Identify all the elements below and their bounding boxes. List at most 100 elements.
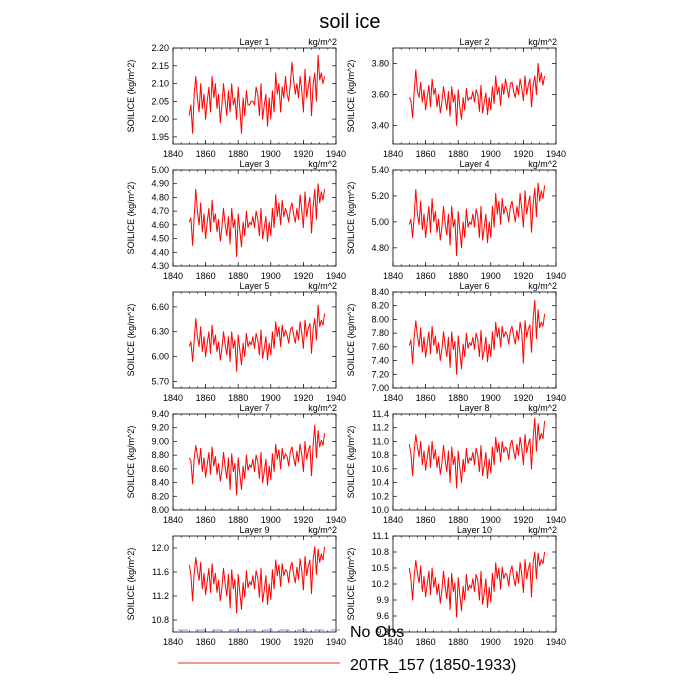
y-tick-label: 10.8 xyxy=(371,450,389,460)
x-tick-label: 1880 xyxy=(228,149,248,159)
panel-layer-3: Layer 3 kg/m^2 SOILICE (kg/m^2) 1840 1860 188… xyxy=(126,159,346,281)
y-tick-label: 6.00 xyxy=(151,352,169,362)
panel-units: kg/m^2 xyxy=(528,403,557,413)
panel-layer-2: Layer 2 kg/m^2 SOILICE (kg/m^2) 1840 1860 188… xyxy=(346,37,566,159)
series-line xyxy=(408,299,546,375)
y-tick-label: 10.8 xyxy=(371,547,389,557)
y-tick-label: 2.15 xyxy=(151,61,169,71)
y-tick-label: 4.30 xyxy=(151,261,169,271)
x-tick-label: 1860 xyxy=(196,149,216,159)
x-tick-label: 1900 xyxy=(481,393,501,403)
y-tick-label: 11.6 xyxy=(152,567,169,577)
x-tick-label: 1900 xyxy=(261,637,281,647)
plot-frame xyxy=(392,413,557,511)
series-line xyxy=(188,54,326,134)
y-tick-label: 7.60 xyxy=(371,342,389,352)
x-tick-label: 1920 xyxy=(293,149,313,159)
panel-units: kg/m^2 xyxy=(528,159,557,169)
panel-title: Layer 10 xyxy=(457,525,492,535)
panel-title: Layer 5 xyxy=(239,281,269,291)
y-axis-label: SOILICE (kg/m^2) xyxy=(346,304,356,377)
series-line xyxy=(408,417,546,489)
x-tick-label: 1840 xyxy=(383,149,403,159)
x-tick-label: 1920 xyxy=(513,515,533,525)
y-axis-label: SOILICE (kg/m^2) xyxy=(126,60,136,133)
plot-frame xyxy=(392,535,557,633)
series-line xyxy=(408,63,546,126)
y-tick-label: 2.00 xyxy=(151,114,169,124)
panel-units: kg/m^2 xyxy=(308,37,337,47)
x-tick-label: 1840 xyxy=(163,637,183,647)
series-line xyxy=(188,546,326,614)
x-tick-label: 1860 xyxy=(416,515,436,525)
panel-title: Layer 9 xyxy=(239,525,269,535)
y-tick-label: 4.70 xyxy=(151,206,169,216)
y-tick-label: 6.60 xyxy=(151,302,169,312)
y-tick-label: 9.6 xyxy=(376,611,389,621)
y-tick-label: 10.2 xyxy=(371,579,389,589)
legend-no-obs-label: No Obs xyxy=(350,624,404,641)
series-line xyxy=(188,424,326,496)
y-tick-label: 7.00 xyxy=(371,383,389,393)
plot-frame xyxy=(172,535,337,633)
y-tick-label: 11.0 xyxy=(372,436,389,446)
x-tick-label: 1860 xyxy=(416,393,436,403)
y-axis-label: SOILICE (kg/m^2) xyxy=(126,182,136,255)
y-tick-label: 9.9 xyxy=(376,595,389,605)
x-tick-label: 1940 xyxy=(546,393,566,403)
y-tick-label: 2.10 xyxy=(151,79,169,89)
y-tick-label: 7.20 xyxy=(371,369,389,379)
y-tick-label: 11.4 xyxy=(372,409,389,419)
plot-frame xyxy=(172,169,337,267)
panel-units: kg/m^2 xyxy=(308,281,337,291)
x-tick-label: 1840 xyxy=(163,271,183,281)
x-tick-label: 1900 xyxy=(261,149,281,159)
x-tick-label: 1860 xyxy=(196,515,216,525)
x-tick-label: 1900 xyxy=(481,637,501,647)
panel-title: Layer 3 xyxy=(239,159,269,169)
x-tick-label: 1900 xyxy=(261,515,281,525)
y-tick-label: 10.4 xyxy=(371,478,389,488)
plot-frame xyxy=(172,413,337,511)
panel-units: kg/m^2 xyxy=(528,525,557,535)
y-tick-label: 7.40 xyxy=(371,356,389,366)
y-axis-label: SOILICE (kg/m^2) xyxy=(346,60,356,133)
legend-series-label: 20TR_157 (1850-1933) xyxy=(350,657,516,674)
y-tick-label: 3.60 xyxy=(371,89,389,99)
x-tick-label: 1880 xyxy=(228,271,248,281)
y-axis-label: SOILICE (kg/m^2) xyxy=(346,548,356,621)
y-tick-label: 12.0 xyxy=(151,543,169,553)
x-tick-label: 1940 xyxy=(326,393,346,403)
y-tick-label: 3.80 xyxy=(371,58,389,68)
panel-layer-1: Layer 1 kg/m^2 SOILICE (kg/m^2) 1840 1860 188… xyxy=(126,37,346,159)
x-tick-label: 1900 xyxy=(481,149,501,159)
plot-frame xyxy=(392,169,557,267)
series-line xyxy=(408,551,546,618)
panel-title: Layer 4 xyxy=(459,159,489,169)
y-tick-label: 9.3 xyxy=(376,627,389,637)
y-tick-label: 10.8 xyxy=(151,615,169,625)
x-tick-label: 1880 xyxy=(448,271,468,281)
panel-units: kg/m^2 xyxy=(308,403,337,413)
x-tick-label: 1940 xyxy=(546,149,566,159)
panel-layer-6: Layer 6 kg/m^2 SOILICE (kg/m^2) 1840 1860 188… xyxy=(346,281,566,403)
y-tick-label: 1.95 xyxy=(151,132,169,142)
x-tick-label: 1840 xyxy=(383,515,403,525)
plot-frame xyxy=(172,47,337,145)
x-tick-label: 1840 xyxy=(163,149,183,159)
x-tick-label: 1860 xyxy=(196,637,216,647)
x-tick-label: 1880 xyxy=(228,515,248,525)
x-tick-label: 1880 xyxy=(228,393,248,403)
x-tick-label: 1920 xyxy=(513,393,533,403)
y-axis-label: SOILICE (kg/m^2) xyxy=(346,426,356,499)
x-tick-label: 1900 xyxy=(261,271,281,281)
y-tick-label: 5.00 xyxy=(371,217,389,227)
y-axis-label: SOILICE (kg/m^2) xyxy=(126,548,136,621)
y-tick-label: 10.5 xyxy=(371,563,389,573)
x-tick-label: 1860 xyxy=(416,271,436,281)
y-tick-label: 11.1 xyxy=(372,531,389,541)
x-tick-label: 1920 xyxy=(513,637,533,647)
x-tick-label: 1920 xyxy=(293,637,313,647)
x-tick-label: 1860 xyxy=(196,271,216,281)
